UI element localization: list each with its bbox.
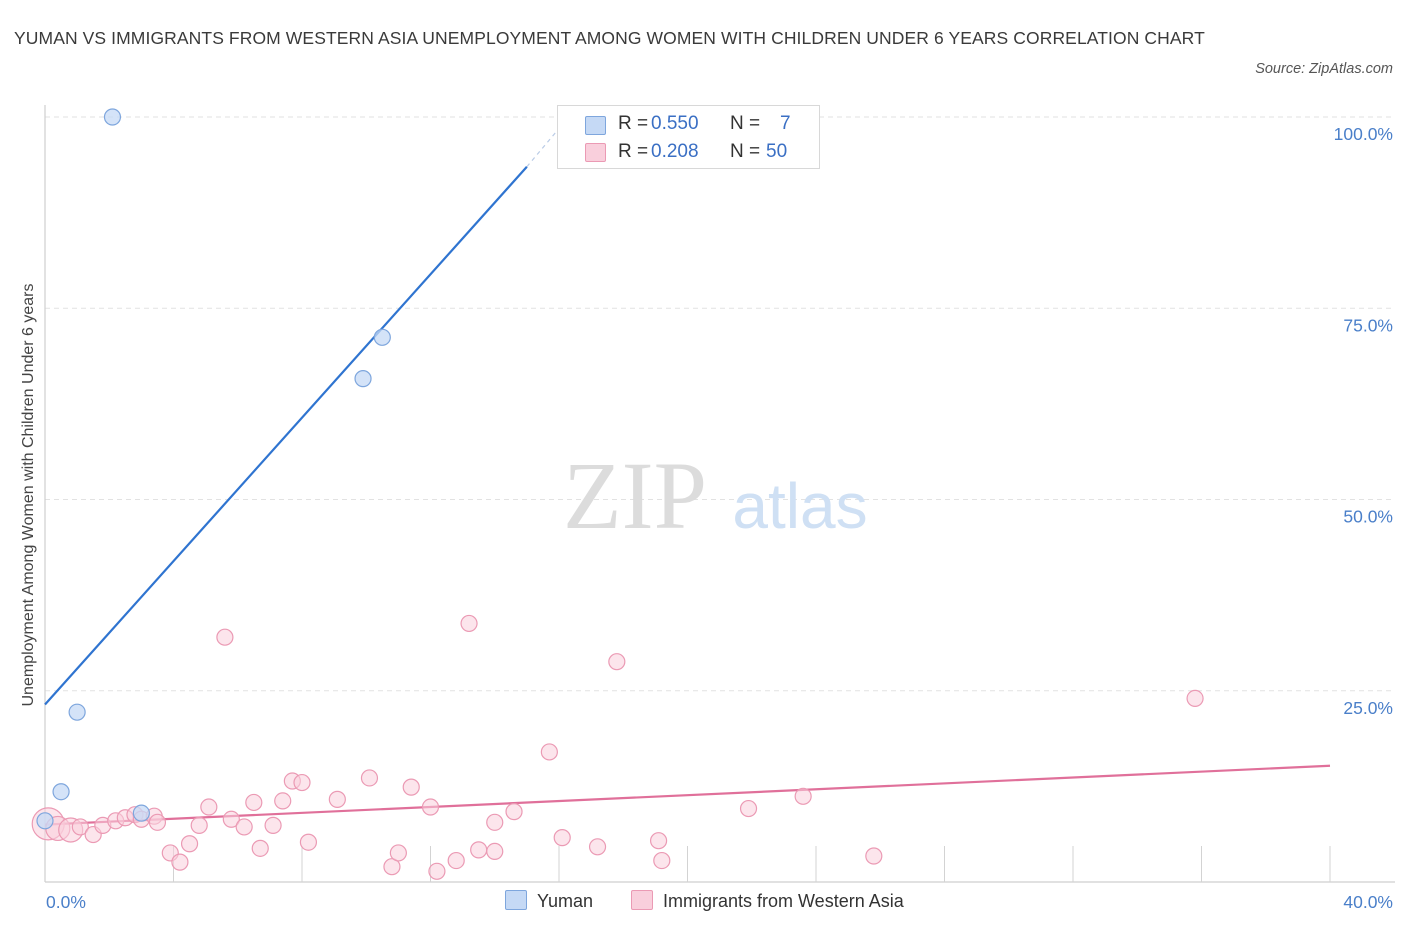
x-tick-label: 0.0% bbox=[46, 892, 86, 912]
imm-point bbox=[588, 838, 607, 856]
y-tick-label: 25.0% bbox=[1343, 698, 1393, 718]
n-label: N = bbox=[730, 113, 761, 134]
imm-point bbox=[421, 798, 440, 816]
yuman-point bbox=[52, 783, 70, 801]
yuman-point bbox=[354, 370, 372, 388]
tick-labels: 100.0% 75.0% 50.0% 25.0% 0.0% 40.0% bbox=[46, 124, 1393, 912]
r-value: 0.550 bbox=[651, 113, 699, 134]
imm-point bbox=[649, 832, 668, 850]
imm-point bbox=[293, 773, 311, 792]
n-value: 50 bbox=[766, 141, 788, 162]
imm-point bbox=[180, 835, 199, 853]
imm-point bbox=[389, 844, 407, 862]
imm-point bbox=[216, 628, 234, 646]
imm-swatch bbox=[585, 143, 606, 162]
y-axis-label: Unemployment Among Women with Children U… bbox=[20, 283, 37, 706]
imm-point bbox=[383, 858, 401, 876]
n-label: N = bbox=[730, 141, 761, 162]
imm-point bbox=[171, 853, 189, 871]
imm-point bbox=[328, 790, 346, 808]
legend-item-imm: Immigrants from Western Asia bbox=[631, 890, 904, 912]
imm-point bbox=[739, 799, 758, 818]
imm-point bbox=[235, 818, 253, 836]
imm-point bbox=[222, 810, 240, 828]
legend-label-imm: Immigrants from Western Asia bbox=[663, 891, 904, 911]
yuman-point bbox=[132, 804, 150, 822]
r-value: 0.208 bbox=[651, 141, 699, 162]
yuman-point bbox=[36, 812, 54, 830]
axes bbox=[44, 105, 1395, 883]
imm-legend-swatch bbox=[631, 890, 653, 910]
legend-label-yuman: Yuman bbox=[537, 891, 594, 911]
imm-point bbox=[274, 792, 292, 810]
imm-point bbox=[608, 653, 626, 671]
watermark-zip: ZIP bbox=[563, 442, 707, 549]
y-tick-label: 75.0% bbox=[1343, 315, 1393, 335]
imm-point bbox=[1186, 689, 1204, 708]
imm-point bbox=[299, 833, 318, 851]
stats-legend: R = 0.550 N = 7 R = 0.208 N = 50 bbox=[557, 105, 820, 169]
r-label: R = bbox=[618, 113, 649, 134]
yuman-swatch bbox=[585, 116, 606, 135]
imm-point bbox=[148, 813, 167, 831]
imm-point bbox=[540, 743, 558, 761]
imm-point bbox=[245, 793, 263, 812]
n-value: 7 bbox=[780, 113, 791, 134]
imm-point bbox=[447, 851, 465, 870]
yuman-point bbox=[373, 328, 391, 346]
imm-point bbox=[190, 816, 208, 834]
yuman-trend-line bbox=[44, 165, 528, 706]
imm-point bbox=[553, 829, 571, 847]
watermark-atlas: atlas bbox=[732, 470, 867, 542]
imm-point bbox=[460, 614, 478, 633]
yuman-legend-swatch bbox=[505, 890, 527, 910]
imm-point bbox=[200, 798, 218, 816]
imm-point bbox=[486, 842, 504, 861]
imm-point bbox=[505, 803, 523, 821]
imm-point bbox=[360, 769, 379, 787]
grid-lines bbox=[45, 116, 1395, 692]
imm-point bbox=[653, 851, 671, 870]
imm-point bbox=[251, 839, 269, 857]
imm-point bbox=[428, 862, 446, 880]
imm-trend-line bbox=[44, 764, 1331, 826]
y-tick-label: 50.0% bbox=[1343, 507, 1393, 527]
imm-point bbox=[794, 787, 812, 805]
data-points bbox=[31, 108, 1204, 880]
imm-point bbox=[402, 778, 420, 796]
imm-point bbox=[865, 847, 883, 865]
chart-title: YUMAN VS IMMIGRANTS FROM WESTERN ASIA UN… bbox=[14, 28, 1205, 48]
yuman-point bbox=[68, 703, 86, 721]
legend-item-yuman: Yuman bbox=[505, 890, 593, 912]
imm-point bbox=[264, 816, 282, 834]
source-label: Source: ZipAtlas.com bbox=[1255, 61, 1393, 77]
r-label: R = bbox=[618, 141, 649, 162]
imm-point bbox=[71, 818, 89, 836]
imm-point bbox=[470, 841, 488, 859]
yuman-point bbox=[103, 108, 122, 126]
watermark: ZIP atlas bbox=[563, 442, 868, 549]
imm-point bbox=[486, 813, 504, 831]
x-tick-label: 40.0% bbox=[1343, 892, 1393, 912]
y-tick-label: 100.0% bbox=[1334, 124, 1393, 144]
